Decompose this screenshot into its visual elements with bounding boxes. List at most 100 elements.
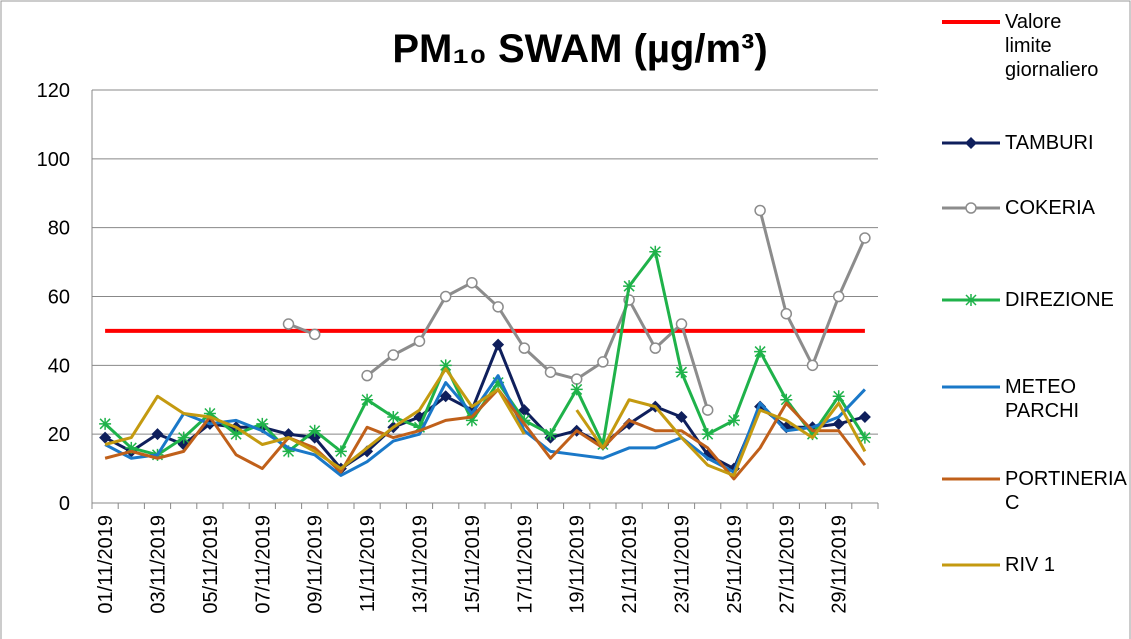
marker — [177, 431, 190, 444]
line — [366, 281, 710, 411]
marker — [596, 438, 609, 451]
marker — [806, 428, 819, 441]
marker — [754, 345, 767, 358]
marker — [544, 428, 557, 441]
marker — [623, 280, 636, 293]
marker — [675, 366, 688, 379]
marker — [492, 301, 504, 313]
marker — [780, 307, 793, 320]
marker — [518, 404, 531, 417]
x-tick-label: 13/11/2019 — [410, 515, 432, 614]
marker — [518, 342, 531, 354]
marker — [439, 359, 452, 372]
legend-label: RIV 1 — [1005, 554, 1056, 576]
marker — [832, 290, 845, 303]
marker — [965, 294, 977, 306]
marker — [387, 349, 400, 361]
x-tick-label: 09/11/2019 — [305, 515, 327, 614]
y-tick-label: 20 — [48, 424, 70, 446]
y-tick-label: 120 — [37, 80, 70, 102]
x-tick-label: 17/11/2019 — [514, 515, 536, 614]
line — [104, 387, 867, 481]
marker — [859, 232, 871, 244]
marker — [413, 421, 426, 434]
line — [758, 210, 867, 367]
marker — [597, 356, 609, 368]
line — [575, 398, 867, 477]
marker — [282, 318, 295, 330]
marker — [125, 441, 138, 454]
marker — [308, 328, 321, 341]
marker — [649, 342, 662, 354]
marker — [230, 428, 243, 441]
marker — [282, 445, 295, 458]
y-tick-label: 40 — [48, 355, 70, 377]
legend-label: PORTINERIA C — [1005, 468, 1126, 514]
marker — [361, 393, 374, 406]
x-tick-label: 07/11/2019 — [252, 515, 274, 614]
marker — [675, 318, 688, 330]
legend-label: METEO PARCHI — [1005, 376, 1080, 422]
marker — [544, 366, 557, 378]
marker — [334, 445, 347, 458]
marker — [858, 410, 871, 423]
line — [104, 367, 526, 471]
x-tick-label: 03/11/2019 — [148, 515, 170, 614]
legend-label: TAMBURI — [1005, 132, 1094, 154]
marker — [99, 417, 112, 430]
marker — [701, 404, 714, 416]
marker — [570, 383, 583, 396]
x-tick-label: 05/11/2019 — [200, 515, 222, 614]
legend-label: COKERIA — [1005, 197, 1096, 219]
chart-title: PM₁₀ SWAM (µg/m³) — [392, 27, 767, 71]
marker — [675, 410, 688, 423]
marker — [151, 428, 164, 441]
x-tick-label: 21/11/2019 — [619, 515, 641, 614]
y-tick-label: 80 — [48, 218, 70, 240]
marker — [832, 390, 845, 403]
marker — [99, 431, 112, 444]
marker — [439, 290, 452, 303]
marker — [256, 417, 269, 430]
marker — [387, 410, 400, 423]
marker — [858, 431, 871, 444]
marker — [780, 393, 793, 406]
marker — [754, 204, 766, 217]
x-tick-label: 29/11/2019 — [829, 515, 851, 614]
x-tick-label: 25/11/2019 — [724, 515, 746, 614]
y-tick-label: 60 — [48, 287, 70, 309]
legend-label: Valore limite giornaliero — [1005, 11, 1099, 81]
x-tick-label: 23/11/2019 — [672, 515, 694, 614]
marker — [806, 359, 819, 372]
marker — [518, 414, 531, 427]
marker — [413, 335, 426, 347]
marker — [727, 414, 740, 427]
marker — [465, 414, 478, 427]
x-tick-label: 11/11/2019 — [357, 515, 379, 612]
marker — [466, 276, 478, 289]
marker — [965, 137, 977, 149]
marker — [832, 417, 845, 430]
y-tick-label: 100 — [37, 149, 70, 171]
marker — [570, 373, 583, 385]
marker — [492, 376, 505, 389]
marker — [701, 428, 714, 441]
x-tick-label: 15/11/2019 — [462, 515, 484, 614]
y-tick-label: 0 — [59, 493, 70, 515]
marker — [361, 369, 373, 382]
x-tick-label: 27/11/2019 — [776, 515, 798, 614]
marker — [203, 407, 216, 420]
marker — [439, 390, 452, 403]
x-tick-label: 01/11/2019 — [95, 515, 117, 614]
marker — [361, 445, 374, 458]
legend-label: DIREZIONE — [1005, 289, 1114, 311]
line — [104, 343, 866, 471]
marker — [965, 202, 977, 214]
marker — [492, 338, 505, 351]
marker — [308, 424, 321, 437]
x-tick-label: 19/11/2019 — [567, 515, 589, 614]
marker — [649, 245, 662, 258]
